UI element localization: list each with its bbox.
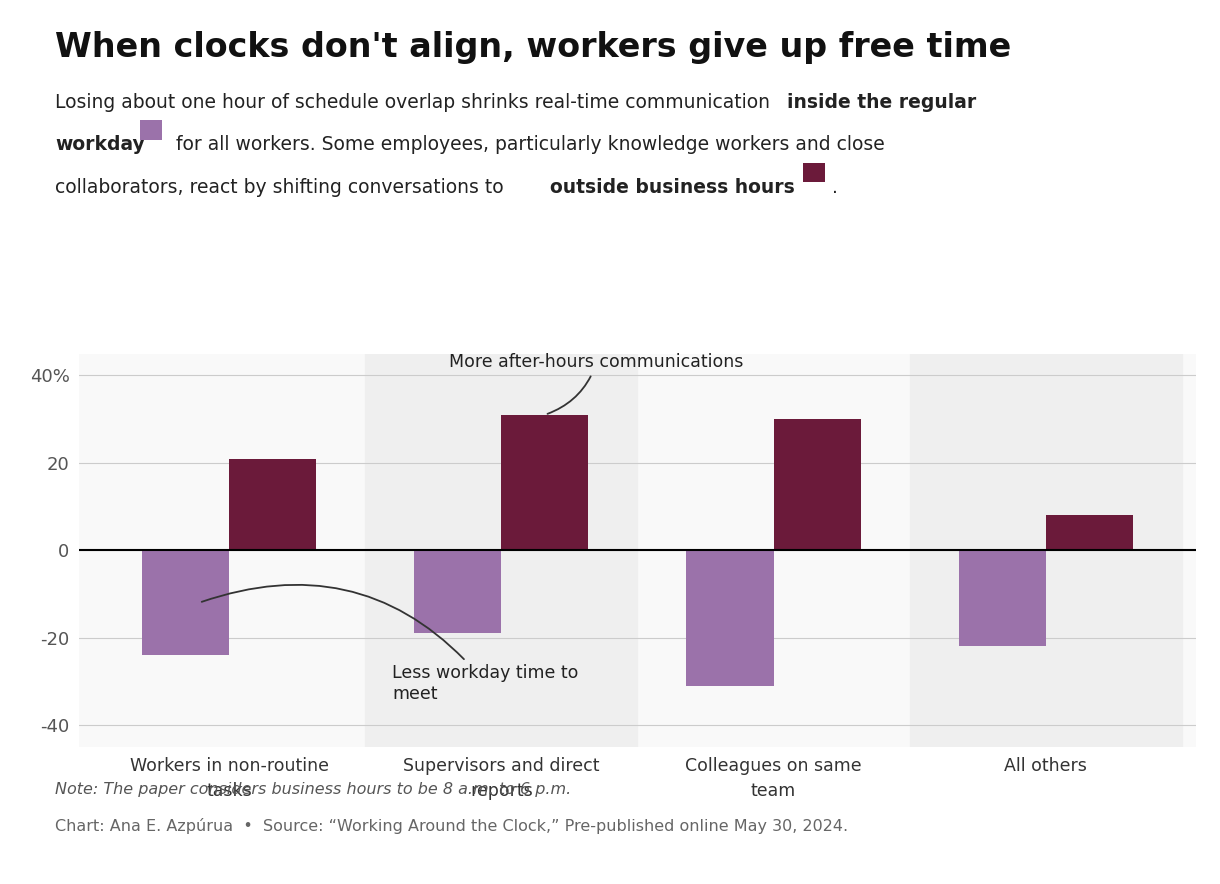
Text: Chart: Ana E. Azpúrua  •  Source: “Working Around the Clock,” Pre-published onli: Chart: Ana E. Azpúrua • Source: “Working…	[55, 818, 848, 834]
Bar	[773, 419, 861, 550]
Text: More after-hours communications: More after-hours communications	[449, 353, 744, 414]
Bar	[1046, 515, 1133, 550]
Bar	[501, 415, 588, 550]
Bar	[910, 354, 1182, 747]
Text: for all workers. Some employees, particularly knowledge workers and close: for all workers. Some employees, particu…	[170, 135, 884, 154]
Text: inside the regular: inside the regular	[787, 93, 976, 111]
Text: When clocks don't align, workers give up free time: When clocks don't align, workers give up…	[55, 31, 1011, 64]
Text: Losing about one hour of schedule overlap shrinks real-time communication: Losing about one hour of schedule overla…	[55, 93, 776, 111]
Text: outside business hours: outside business hours	[550, 178, 794, 196]
Text: Less workday time to
meet: Less workday time to meet	[201, 585, 578, 703]
Bar	[365, 354, 638, 747]
Bar	[142, 550, 229, 655]
Text: .: .	[832, 178, 838, 196]
Text: collaborators, react by shifting conversations to: collaborators, react by shifting convers…	[55, 178, 510, 196]
Bar	[959, 550, 1046, 646]
Text: workday: workday	[55, 135, 145, 154]
Bar	[687, 550, 773, 686]
Text: Note: The paper considers business hours to be 8 a.m. to 6 p.m.: Note: The paper considers business hours…	[55, 782, 571, 797]
Bar	[229, 459, 316, 550]
Bar	[415, 550, 501, 633]
